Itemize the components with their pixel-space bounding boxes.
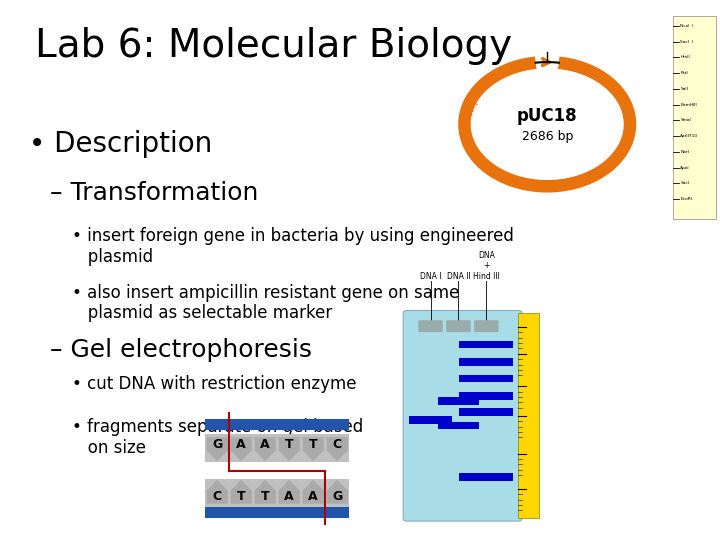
Text: DNA II: DNA II xyxy=(446,272,470,281)
Text: pUC18: pUC18 xyxy=(517,107,577,125)
Text: T: T xyxy=(285,438,294,451)
Text: A: A xyxy=(261,438,270,451)
Text: SacI: SacI xyxy=(680,181,690,185)
Text: AatII710: AatII710 xyxy=(680,134,698,138)
Polygon shape xyxy=(230,437,252,461)
Text: SacI  I: SacI I xyxy=(680,39,693,44)
Text: PstI: PstI xyxy=(680,71,688,75)
Polygon shape xyxy=(279,480,300,504)
Bar xyxy=(518,313,539,518)
Polygon shape xyxy=(255,480,276,504)
Bar xyxy=(459,375,513,382)
Bar xyxy=(459,341,513,348)
Text: – Transformation: – Transformation xyxy=(50,181,258,205)
Bar xyxy=(459,408,513,416)
Text: G: G xyxy=(332,490,342,503)
Text: DNA I: DNA I xyxy=(420,272,441,281)
FancyBboxPatch shape xyxy=(403,310,522,521)
Text: 130: 130 xyxy=(525,410,530,422)
Polygon shape xyxy=(230,480,252,504)
Polygon shape xyxy=(327,480,348,504)
Text: – Gel electrophoresis: – Gel electrophoresis xyxy=(50,338,312,361)
Bar xyxy=(438,397,479,405)
Bar xyxy=(409,416,452,424)
Polygon shape xyxy=(302,437,324,461)
FancyBboxPatch shape xyxy=(418,320,443,332)
Text: DNA
+
Hind III: DNA + Hind III xyxy=(473,251,500,281)
Bar xyxy=(205,507,349,518)
Polygon shape xyxy=(207,437,228,461)
Bar xyxy=(438,422,479,429)
Text: NarI: NarI xyxy=(680,150,689,154)
FancyBboxPatch shape xyxy=(474,320,498,332)
Bar xyxy=(205,418,349,430)
Text: • Description: • Description xyxy=(29,130,212,158)
Text: EcoRI: EcoRI xyxy=(680,197,693,201)
Text: Ampicillin: Ampicillin xyxy=(467,77,487,116)
Text: • also insert ampicillin resistant gene on same
   plasmid as selectable marker: • also insert ampicillin resistant gene … xyxy=(72,284,459,322)
Text: A: A xyxy=(284,490,294,503)
Polygon shape xyxy=(327,437,348,461)
Bar xyxy=(459,392,513,400)
Text: • insert foreign gene in bacteria by using engineered
   plasmid: • insert foreign gene in bacteria by usi… xyxy=(72,227,514,266)
Text: HinII: HinII xyxy=(680,56,690,59)
Text: 150: 150 xyxy=(525,483,530,495)
Text: C: C xyxy=(333,438,342,451)
Text: A: A xyxy=(236,438,246,451)
Polygon shape xyxy=(279,437,300,461)
Text: SalI: SalI xyxy=(680,87,688,91)
Text: T: T xyxy=(309,438,318,451)
Bar xyxy=(459,358,513,366)
Text: ApoI: ApoI xyxy=(680,166,690,170)
Bar xyxy=(205,478,349,507)
Text: • cut DNA with restriction enzyme: • cut DNA with restriction enzyme xyxy=(72,375,356,393)
Bar xyxy=(673,16,716,219)
Bar xyxy=(459,473,513,481)
Text: BamHIII: BamHIII xyxy=(680,103,697,107)
Text: 120: 120 xyxy=(525,380,530,392)
Text: NcoI  I: NcoI I xyxy=(680,24,694,28)
FancyBboxPatch shape xyxy=(446,320,471,332)
Text: T: T xyxy=(261,490,269,503)
Text: T: T xyxy=(237,490,246,503)
Text: 10: 10 xyxy=(525,323,530,330)
Text: 110: 110 xyxy=(525,348,530,360)
Text: Lab 6: Molecular Biology: Lab 6: Molecular Biology xyxy=(35,27,512,65)
Bar xyxy=(205,435,349,462)
Text: C: C xyxy=(212,490,222,503)
Text: 140: 140 xyxy=(525,448,530,460)
Text: G: G xyxy=(212,438,222,451)
Polygon shape xyxy=(207,480,228,504)
Text: • fragments separate on gel based
   on size: • fragments separate on gel based on siz… xyxy=(72,418,364,457)
Text: lacZ: lacZ xyxy=(598,77,615,95)
Polygon shape xyxy=(255,437,276,461)
Text: A: A xyxy=(308,490,318,503)
Text: SmaI: SmaI xyxy=(680,118,691,123)
Polygon shape xyxy=(302,480,324,504)
Text: 2686 bp: 2686 bp xyxy=(521,130,573,143)
